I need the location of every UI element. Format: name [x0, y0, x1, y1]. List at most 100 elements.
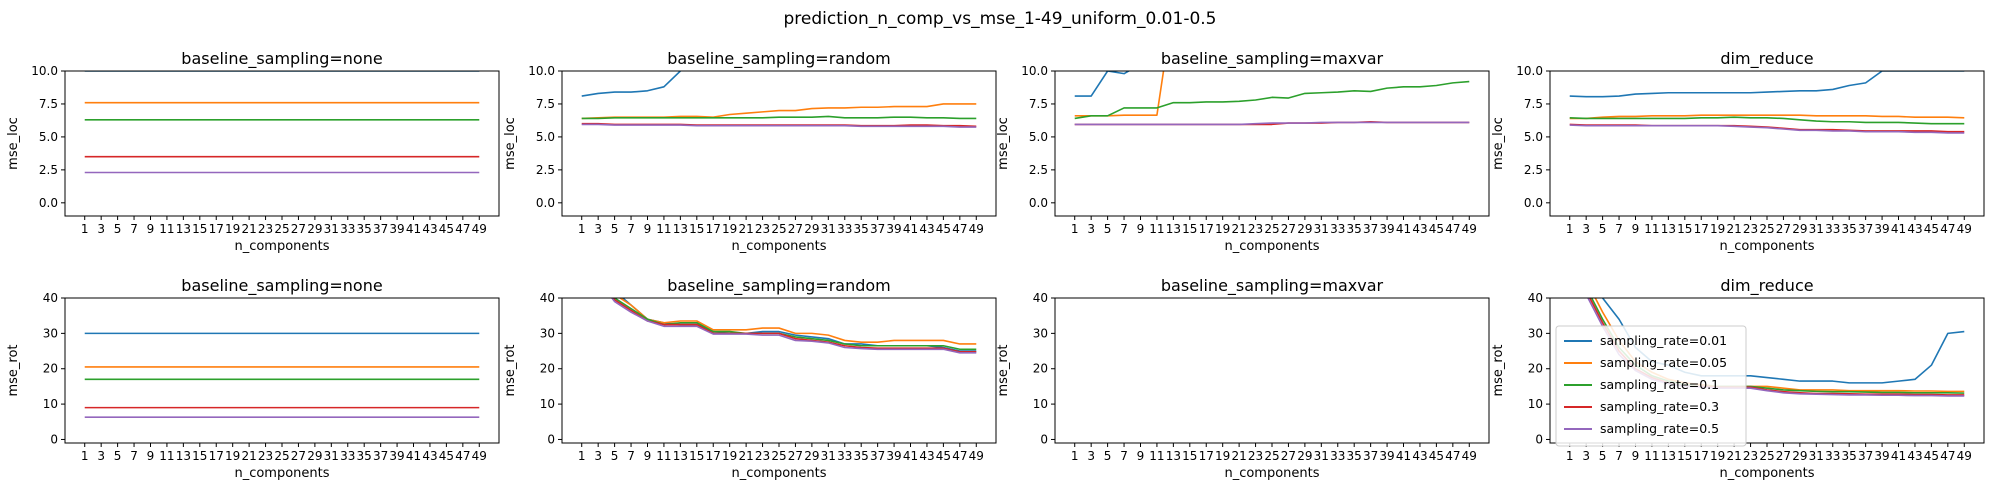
x-tick-label: 25	[1759, 449, 1774, 463]
x-tick-label: 47	[1445, 222, 1460, 236]
x-tick-label: 17	[706, 222, 721, 236]
x-tick-label: 25	[274, 449, 289, 463]
y-axis-label: mse_loc	[1491, 117, 1506, 170]
y-tick-label: 40	[43, 291, 58, 305]
x-tick-label: 5	[1599, 222, 1607, 236]
x-tick-label: 3	[1582, 449, 1590, 463]
x-tick-label: 49	[969, 449, 984, 463]
x-tick-label: 7	[1120, 222, 1128, 236]
y-tick-label: 0	[50, 432, 58, 446]
x-tick-label: 45	[439, 449, 454, 463]
x-tick-label: 11	[1644, 449, 1659, 463]
x-tick-label: 43	[422, 449, 437, 463]
x-tick-label: 17	[1694, 222, 1709, 236]
x-tick-label: 41	[1891, 222, 1906, 236]
x-tick-label: 31	[1314, 222, 1329, 236]
legend-entry: sampling_rate=0.01	[1600, 333, 1727, 348]
series-group	[84, 332, 480, 418]
x-tick-label: 35	[357, 449, 372, 463]
x-tick-label: 27	[291, 222, 306, 236]
x-tick-label: 49	[472, 449, 487, 463]
x-tick-label: 19	[1710, 449, 1725, 463]
x-tick-label: 43	[919, 222, 934, 236]
y-tick-label: 0.0	[536, 196, 555, 210]
x-tick-label: 25	[1264, 449, 1279, 463]
x-tick-label: 43	[422, 222, 437, 236]
x-tick-label: 17	[706, 449, 721, 463]
y-tick-label: 30	[540, 326, 555, 340]
figure-title: prediction_n_comp_vs_mse_1-49_uniform_0.…	[784, 9, 1217, 29]
y-axis-label: mse_rot	[996, 344, 1011, 396]
x-tick-label: 3	[1087, 222, 1095, 236]
x-tick-label: 1	[578, 449, 586, 463]
x-tick-label: 5	[114, 222, 122, 236]
x-tick-label: 41	[903, 449, 918, 463]
x-tick-label: 35	[854, 222, 869, 236]
x-tick-label: 15	[1182, 222, 1197, 236]
x-tick-label: 31	[821, 449, 836, 463]
x-tick-label: 9	[147, 449, 155, 463]
x-tick-label: 27	[1281, 449, 1296, 463]
y-tick-label: 0.0	[39, 196, 58, 210]
x-tick-label: 27	[1776, 222, 1791, 236]
y-tick-label: 10	[1033, 397, 1048, 411]
x-tick-label: 7	[1615, 449, 1623, 463]
x-tick-label: 33	[1825, 222, 1840, 236]
x-tick-label: 35	[1347, 222, 1362, 236]
x-tick-label: 23	[1248, 449, 1263, 463]
y-tick-label: 5.0	[1029, 130, 1048, 144]
y-tick-label: 20	[1528, 362, 1543, 376]
x-tick-label: 3	[594, 449, 602, 463]
y-tick-label: 2.5	[536, 163, 555, 177]
x-tick-label: 13	[673, 449, 688, 463]
x-tick-label: 5	[1104, 449, 1112, 463]
subplot-title: baseline_sampling=maxvar	[1161, 276, 1384, 296]
x-tick-label: 49	[1462, 449, 1477, 463]
x-tick-label: 19	[1215, 222, 1230, 236]
x-tick-label: 17	[209, 449, 224, 463]
x-tick-label: 37	[1363, 449, 1378, 463]
x-tick-label: 29	[804, 222, 819, 236]
y-tick-label: 10.0	[1021, 64, 1048, 78]
x-tick-label: 47	[1940, 449, 1955, 463]
x-tick-label: 23	[1743, 222, 1758, 236]
x-tick-label: 35	[854, 449, 869, 463]
axes-frame	[1054, 297, 1490, 444]
axes-frame	[64, 70, 500, 217]
series-group	[1074, 71, 1470, 126]
x-tick-label: 49	[969, 222, 984, 236]
x-tick-label: 47	[1940, 222, 1955, 236]
y-tick-label: 40	[1033, 291, 1048, 305]
series-line-2	[1074, 80, 1470, 120]
x-tick-label: 33	[1330, 449, 1345, 463]
x-tick-label: 21	[241, 222, 256, 236]
x-tick-label: 41	[1891, 449, 1906, 463]
y-tick-label: 5.0	[1524, 130, 1543, 144]
x-tick-label: 33	[1825, 449, 1840, 463]
y-tick-label: 2.5	[1029, 163, 1048, 177]
x-tick-label: 11	[656, 222, 671, 236]
axes-frame	[64, 297, 500, 444]
x-tick-label: 27	[788, 222, 803, 236]
x-tick-label: 27	[1776, 449, 1791, 463]
x-tick-label: 33	[837, 222, 852, 236]
x-tick-label: 43	[1907, 449, 1922, 463]
x-tick-label: 15	[1182, 449, 1197, 463]
x-tick-label: 21	[1231, 222, 1246, 236]
x-tick-label: 21	[738, 222, 753, 236]
x-tick-label: 9	[1632, 222, 1640, 236]
x-axis-label: n_components	[1719, 239, 1814, 254]
subplot-title: baseline_sampling=none	[181, 276, 382, 296]
x-tick-label: 39	[1379, 449, 1394, 463]
y-tick-label: 0	[1040, 432, 1048, 446]
x-tick-label: 29	[1297, 449, 1312, 463]
x-tick-label: 29	[307, 222, 322, 236]
x-tick-label: 43	[919, 449, 934, 463]
x-tick-label: 5	[611, 449, 619, 463]
x-tick-label: 35	[1347, 449, 1362, 463]
x-tick-label: 9	[1632, 449, 1640, 463]
x-tick-label: 47	[455, 449, 470, 463]
legend-entry: sampling_rate=0.05	[1600, 355, 1727, 370]
